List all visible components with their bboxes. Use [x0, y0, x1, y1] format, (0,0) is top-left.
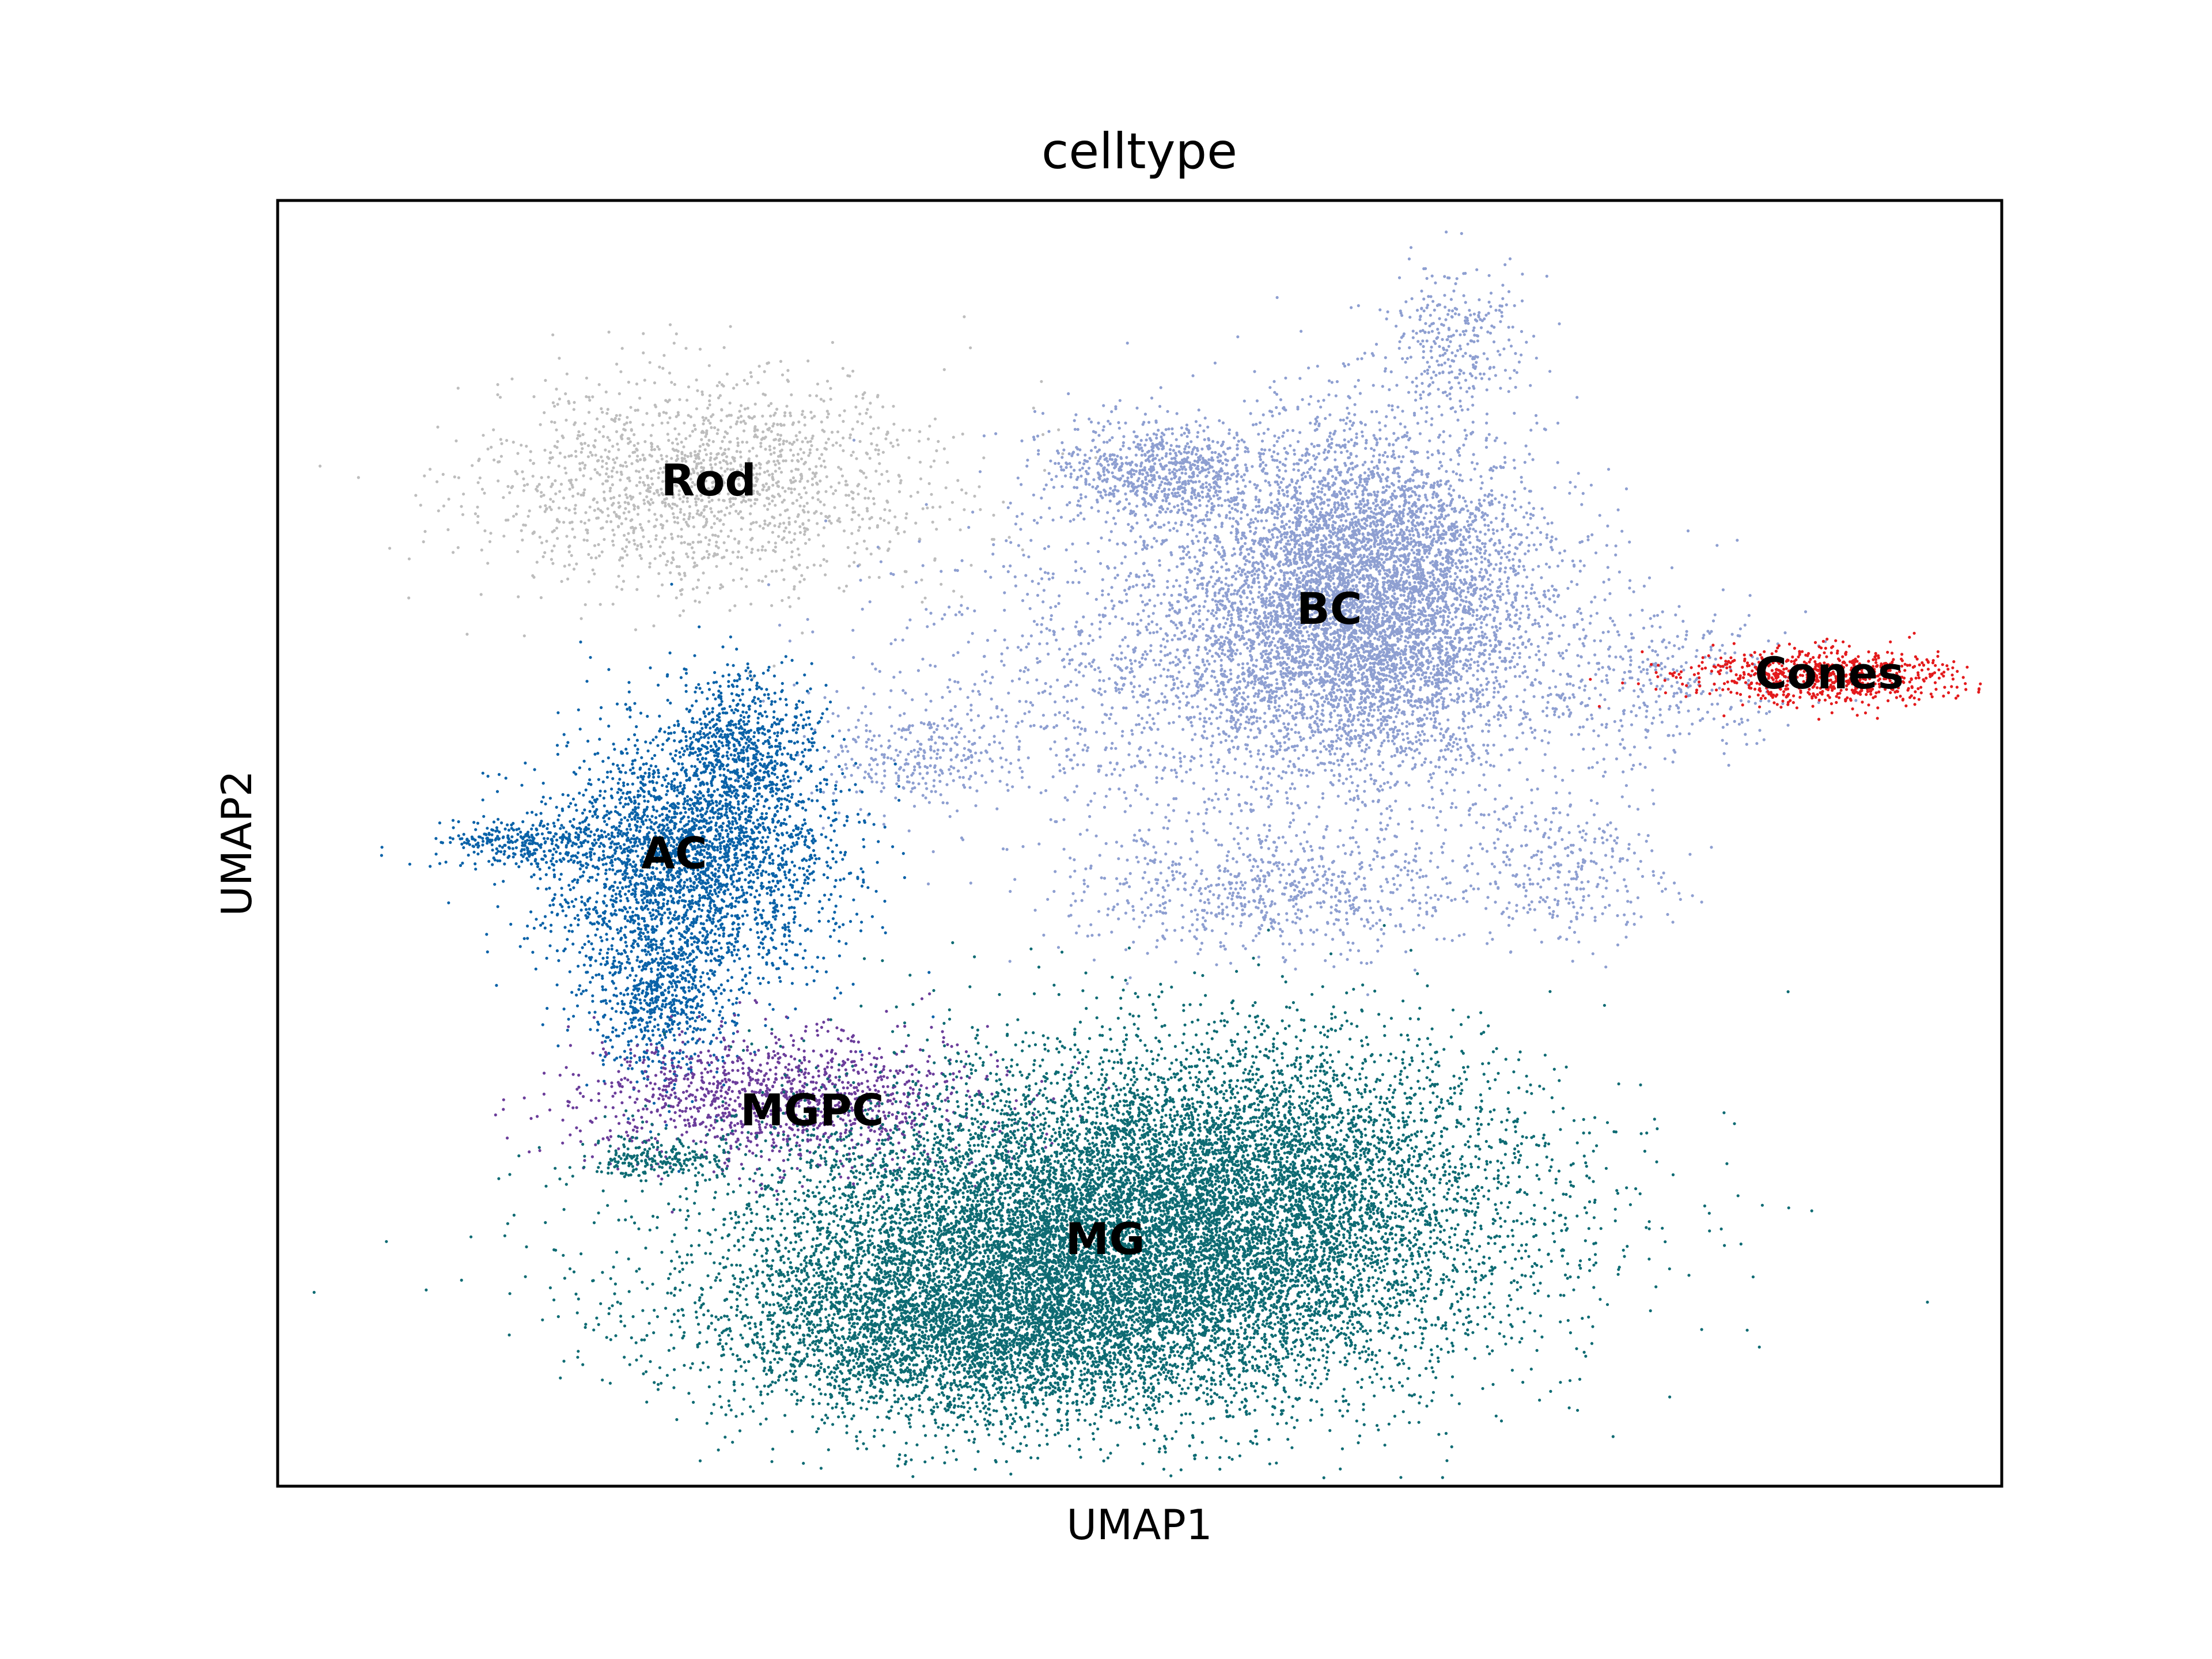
- plot-frame: [276, 199, 2003, 1488]
- label-mgpc: MGPC: [740, 1085, 884, 1136]
- points-bc: [736, 230, 1858, 997]
- points-ac: [380, 582, 935, 1173]
- series-rod: [319, 315, 1097, 680]
- series-ac: [380, 582, 935, 1173]
- label-rod: Rod: [661, 454, 756, 506]
- scatter-points: [312, 230, 1982, 1480]
- x-axis-label: UMAP1: [1066, 1501, 1212, 1549]
- points-mgpc: [494, 992, 1123, 1214]
- label-bc: BC: [1297, 583, 1362, 634]
- y-axis-label: UMAP2: [213, 770, 261, 916]
- label-ac: AC: [641, 827, 707, 878]
- label-mg: MG: [1066, 1213, 1145, 1264]
- cluster-labels: Rod BC Cones AC MGPC MG: [641, 454, 1904, 1264]
- points-cones: [1589, 631, 1982, 721]
- points-rod: [319, 315, 1097, 680]
- label-cones: Cones: [1755, 647, 1904, 699]
- series-bc: [736, 230, 1858, 997]
- points-mg: [312, 924, 1929, 1480]
- series-mg: [312, 924, 1929, 1480]
- series-cones: [1589, 631, 1982, 721]
- series-mgpc: [494, 992, 1123, 1214]
- chart-title: celltype: [1041, 123, 1237, 180]
- plot-area: Rod BC Cones AC MGPC MG: [276, 199, 2003, 1488]
